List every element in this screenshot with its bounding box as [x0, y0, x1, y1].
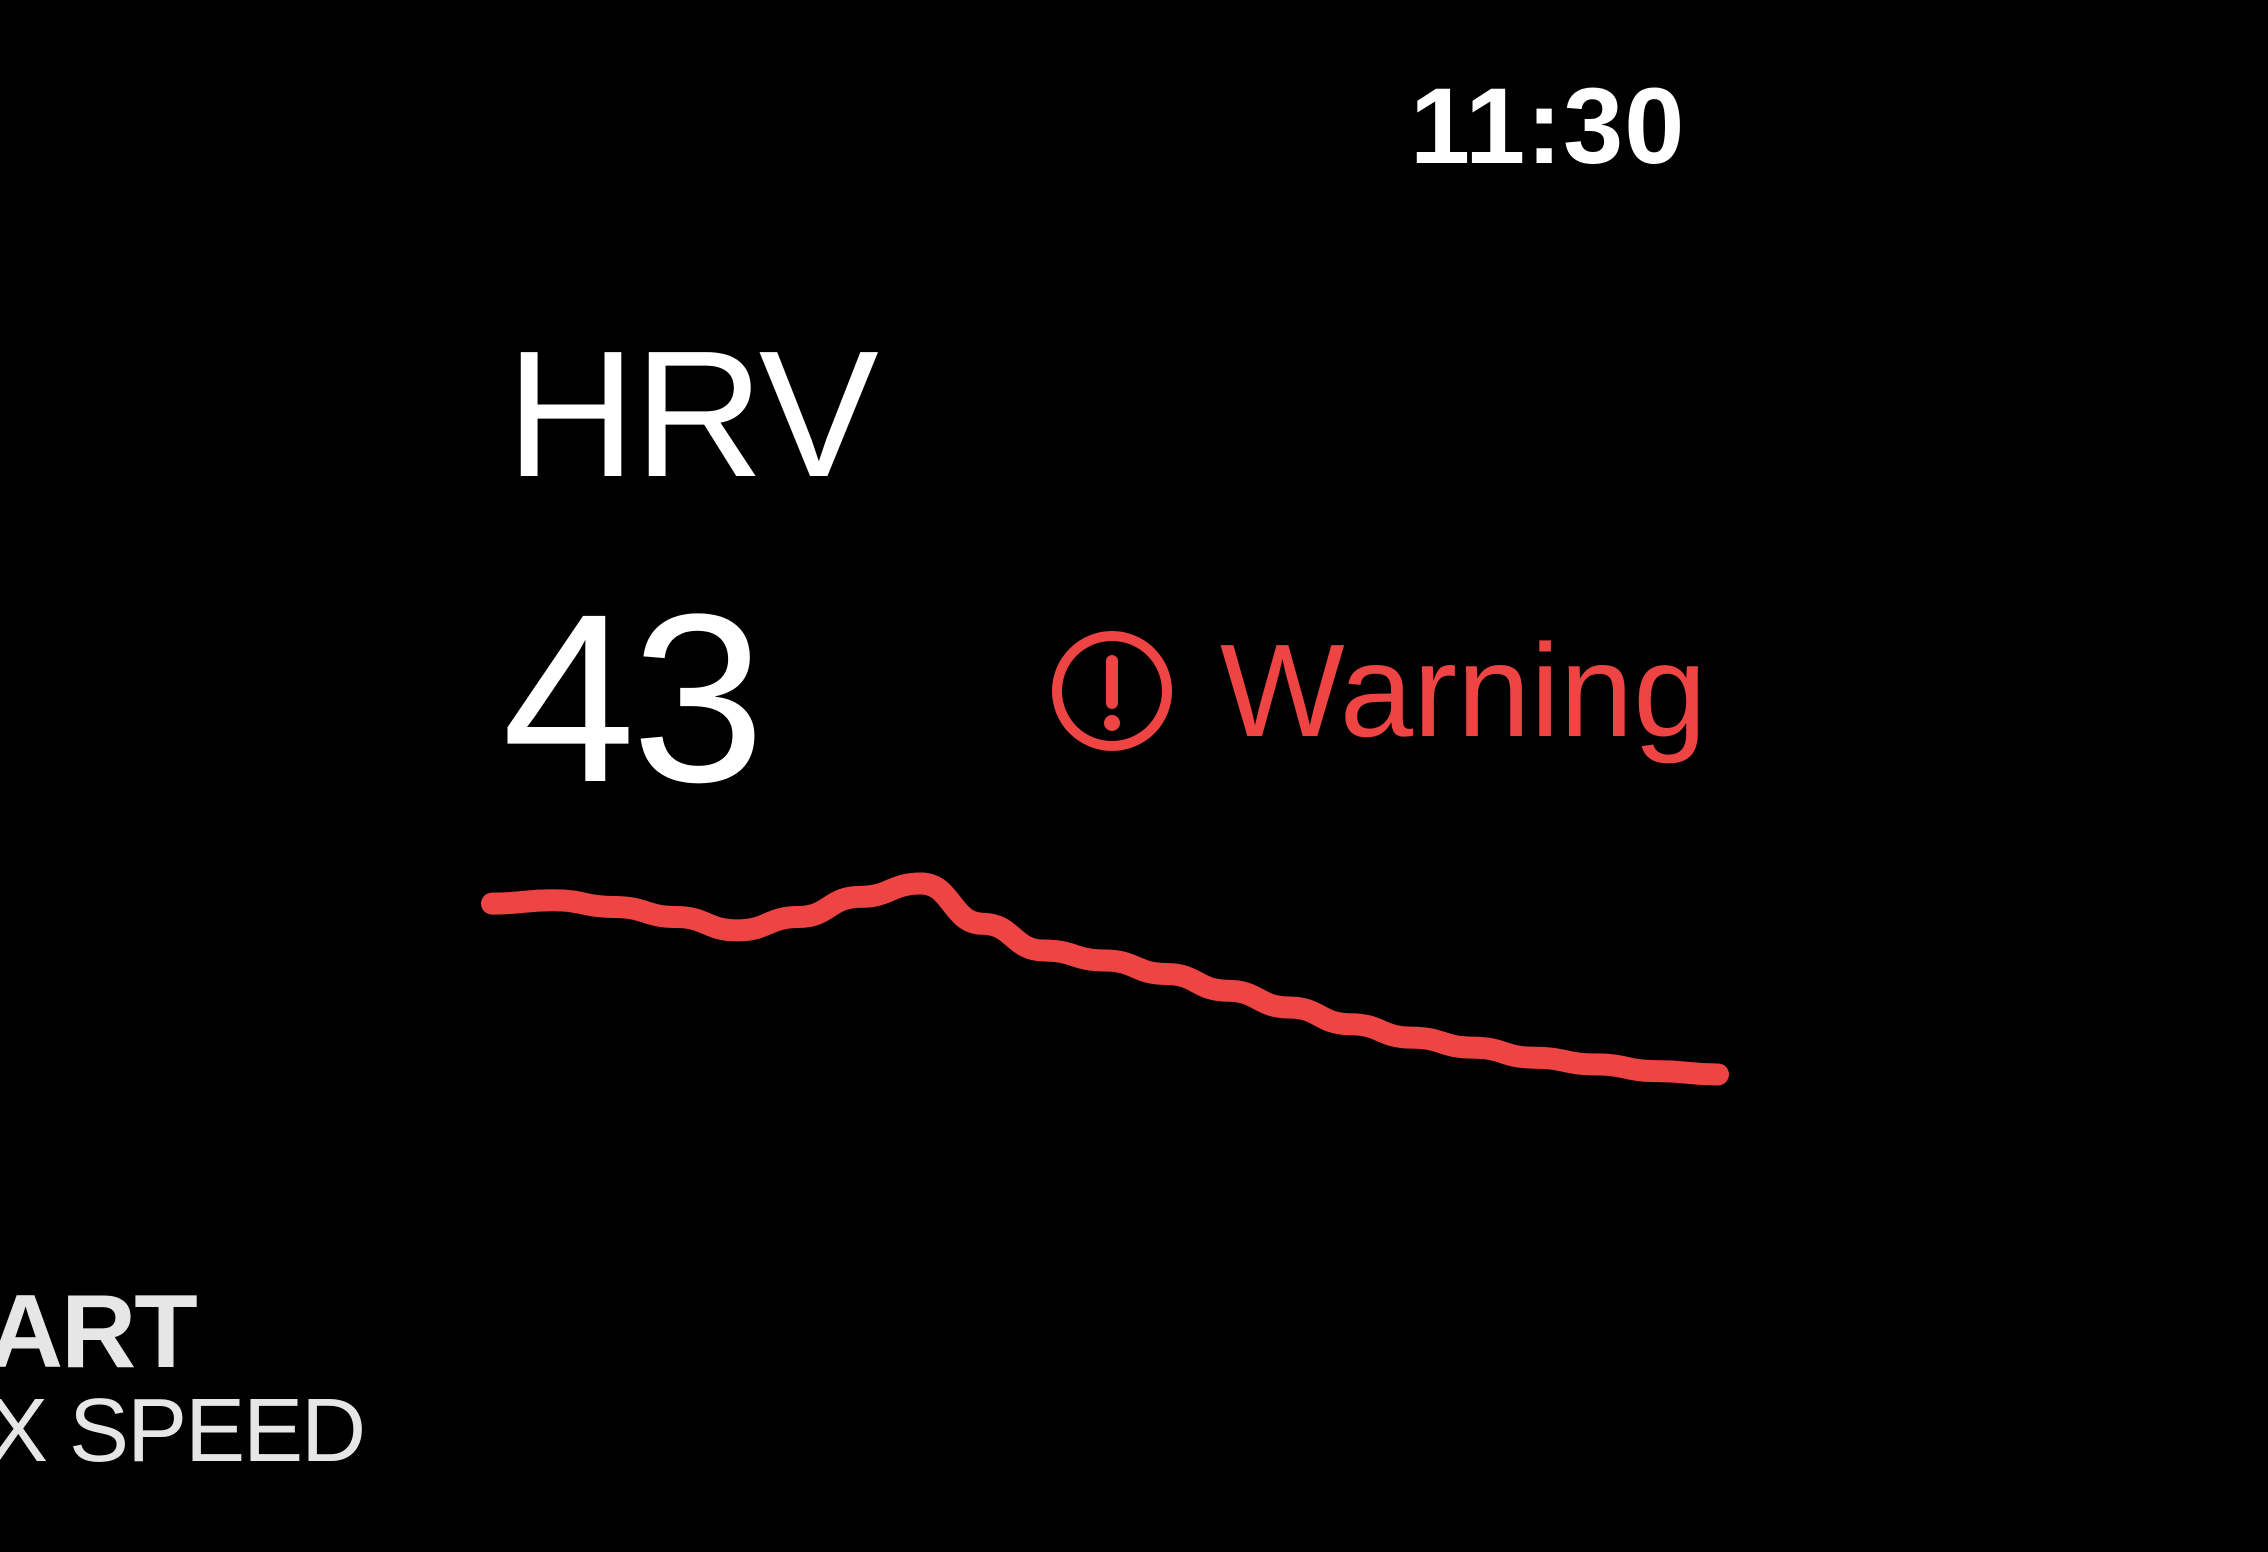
- corner-overlay: ART X SPEED: [0, 1274, 366, 1481]
- warning-label: Warning: [1220, 617, 1707, 764]
- metric-value: 43: [502, 564, 765, 832]
- brand-name: ART: [0, 1274, 198, 1390]
- exclamation-circle-icon: [1052, 631, 1172, 751]
- clock-time: 11:30: [1410, 65, 1686, 186]
- trend-line-layer: [481, 872, 1729, 1086]
- metric-label: HRV: [506, 314, 879, 515]
- trend-line-series-0: [481, 872, 1729, 1086]
- warning-badge: Warning: [1048, 625, 1707, 757]
- brand-subtitle: X SPEED: [0, 1381, 366, 1481]
